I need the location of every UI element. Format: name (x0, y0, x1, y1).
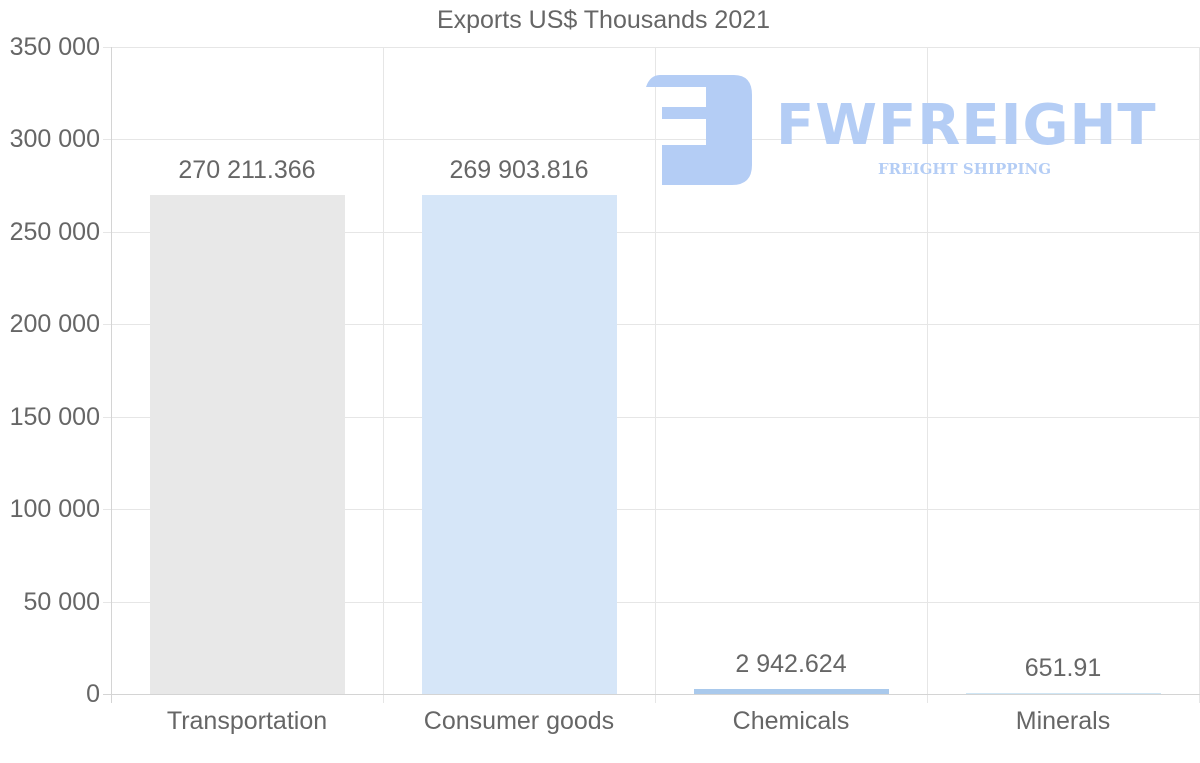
y-tick-label: 50 000 (23, 588, 100, 616)
gridline-150000 (103, 417, 1200, 418)
x-tick-label: Chemicals (732, 707, 850, 735)
y-tick-label: 250 000 (9, 218, 100, 246)
gridline-250000 (103, 232, 1200, 233)
bar-value-label: 651.91 (1024, 654, 1102, 682)
bar-minerals[interactable] (966, 693, 1161, 694)
chart-title: Exports US$ Thousands 2021 (436, 6, 771, 34)
x-tick-label: Consumer goods (423, 707, 615, 735)
y-tick-label: 0 (86, 680, 100, 708)
y-tick-label: 100 000 (9, 495, 100, 523)
gridline-50000 (103, 602, 1200, 603)
y-tick-label: 150 000 (9, 403, 100, 431)
bar-transportation[interactable] (150, 195, 345, 694)
x-tick-label: Minerals (1015, 707, 1111, 735)
x-axis-line (103, 694, 1200, 695)
bar-chemicals[interactable] (694, 689, 889, 694)
bar-consumer-goods[interactable] (422, 195, 617, 694)
plot-area: 270 211.366 269 903.816 2 942.624 651.91… (103, 47, 1200, 734)
watermark-brand: FWFREIGHT (776, 93, 1157, 158)
bar-value-label: 269 903.816 (449, 156, 589, 184)
fwfreight-logo-icon (646, 75, 752, 185)
gridline-350000 (103, 47, 1200, 48)
y-tick-label: 300 000 (9, 125, 100, 153)
y-tick-label: 350 000 (9, 33, 100, 61)
gridline-300000 (103, 139, 1200, 140)
gridline-200000 (103, 324, 1200, 325)
y-axis-line (111, 47, 112, 703)
x-tick-label: Transportation (166, 707, 328, 735)
vgrid-1 (383, 47, 384, 703)
bar-value-label: 2 942.624 (735, 650, 847, 678)
gridline-100000 (103, 509, 1200, 510)
vgrid-2 (655, 47, 656, 703)
y-tick-label: 200 000 (9, 310, 100, 338)
watermark-tagline: FREIGHT SHIPPING (878, 160, 1052, 178)
bar-value-label: 270 211.366 (178, 156, 316, 184)
vgrid-3 (927, 47, 928, 703)
